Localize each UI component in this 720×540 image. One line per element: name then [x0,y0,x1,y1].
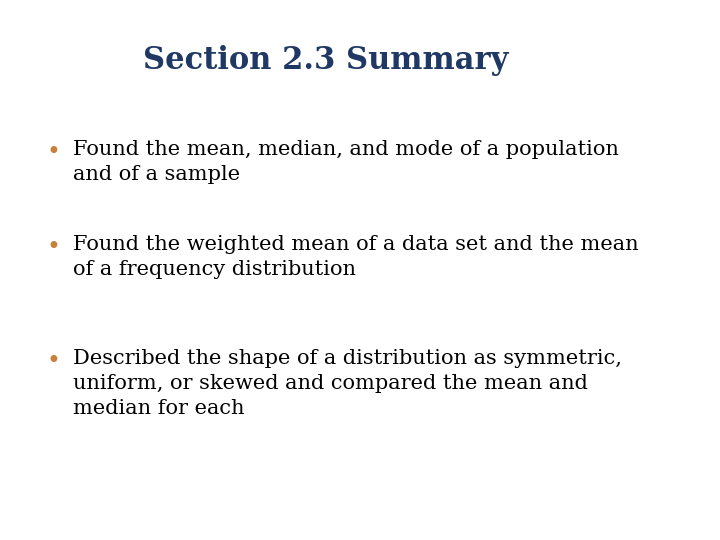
Text: PEARSON: PEARSON [626,510,720,530]
Text: •: • [46,140,60,165]
Text: Found the weighted mean of a data set and the mean
of a frequency distribution: Found the weighted mean of a data set an… [73,235,639,279]
Text: 120: 120 [675,513,698,526]
Text: Copyright © 2015, 2012, and 2009 Pearson Education, Inc.: Copyright © 2015, 2012, and 2009 Pearson… [195,515,525,525]
Text: Described the shape of a distribution as symmetric,
uniform, or skewed and compa: Described the shape of a distribution as… [73,349,621,418]
Text: •: • [46,349,60,373]
Text: •: • [46,235,60,259]
Text: ALWAYS LEARNING: ALWAYS LEARNING [22,513,153,526]
Text: Section 2.3 Summary: Section 2.3 Summary [143,45,508,77]
Text: Found the mean, median, and mode of a population
and of a sample: Found the mean, median, and mode of a po… [73,140,618,185]
